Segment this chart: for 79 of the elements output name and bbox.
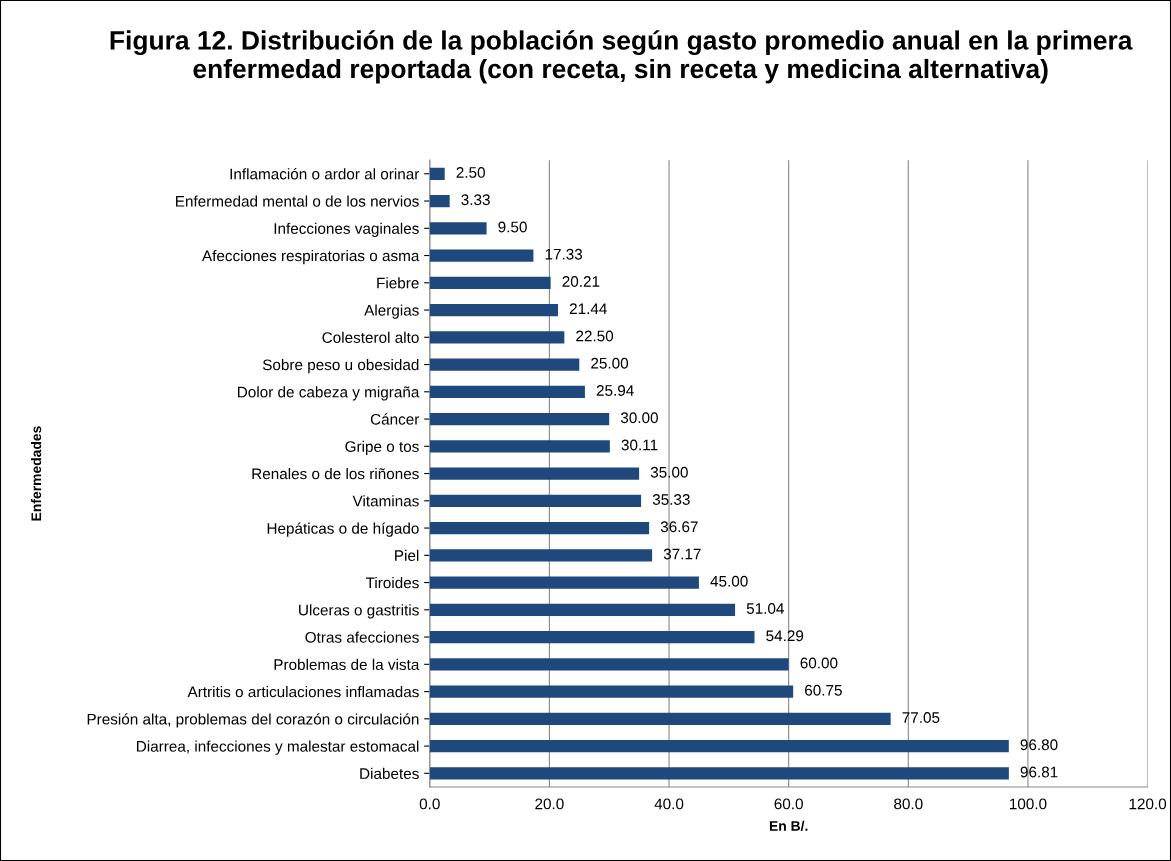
x-tick-label: 0.0 [419,798,440,810]
y-tick-label: Alergias [364,304,419,319]
y-tick-label: Dolor de cabeza y migraña [238,386,420,401]
y-tick-label: Diabetes [360,767,419,780]
y-tick-label: Afecciones respiratorias o asma [202,249,420,265]
x-tick-label: 40.0 [654,798,684,810]
data-label: 30.11 [621,439,658,451]
x-tick-label: 80.0 [894,798,923,810]
x-tick-label: 120.0 [1129,798,1167,810]
data-label: 96.81 [1020,766,1058,778]
data-label: 20.21 [562,276,600,287]
data-label: 60.00 [800,657,838,669]
y-tick-label: Diarrea, infecciones y malestar estomacal [137,740,419,755]
data-label: 60.75 [805,684,842,696]
bar [429,385,585,398]
bar [429,767,1009,780]
bar [429,303,559,317]
bar [429,358,580,371]
x-axis-title: En B/. [769,820,808,831]
bar [429,222,487,235]
y-tick-label: Colesterol alto [322,331,419,343]
data-label: 51.04 [746,603,784,614]
y-tick-label: Enfermedad mental o de los nervios [176,195,419,207]
bar [429,521,650,535]
data-label: 36.67 [660,521,698,533]
bar [429,630,755,644]
data-label: 25.00 [591,357,629,369]
y-tick-label: Ulceras o gastritis [299,604,419,619]
data-label: 17.33 [545,248,583,260]
bar [429,467,640,480]
data-label: 54.29 [766,630,804,642]
data-label: 77.05 [902,712,940,723]
data-label: 2.50 [456,167,485,178]
bar [429,276,551,289]
y-tick-label: Presión alta, problemas del corazón o circulación [87,713,419,728]
bar [429,576,699,589]
y-tick-label: Vitaminas [352,495,419,507]
data-label: 30.00 [620,412,658,424]
data-label: 45.00 [710,575,748,587]
data-label: 21.44 [569,303,607,314]
data-label: 22.50 [576,330,614,342]
x-tick-label: 100.0 [1009,798,1047,810]
bar [429,712,891,725]
data-label: 37.17 [663,548,701,560]
data-label: 3.33 [461,194,490,206]
y-tick-label: Inflamación o ardor al orinar [230,168,420,180]
data-label: 25.94 [596,385,634,396]
bar [429,167,445,180]
bar [429,549,653,562]
data-label: 9.50 [498,221,527,233]
chart-title: Figura 12. Distribución de la población según gasto promedio anual en la primera enfermedad reportada (con receta, sin receta y medicina alternativa) [110,30,1133,84]
data-label: 96.80 [1020,739,1058,751]
data-label: 35.33 [652,494,690,505]
y-tick-label: Otras afecciones [305,631,419,643]
bar [429,331,565,344]
y-tick-label: Gripe o tos [345,440,419,455]
y-tick-label: Fiebre [377,277,419,289]
bar [429,249,534,262]
data-label: 35.00 [650,466,688,478]
y-tick-label: Cáncer [370,413,420,425]
y-tick-label: Artritis o articulaciones inflamadas [187,686,419,698]
y-tick-label: Problemas de la vista [274,658,420,670]
y-tick-label: Renales o de los riñones [252,468,419,480]
y-axis-title: Enfermedades [31,426,42,521]
bar [429,658,789,671]
bar [429,739,1009,753]
y-tick-label: Hepáticas o de hígado [267,522,419,537]
bar [429,440,610,453]
y-tick-label: Tiroides [365,577,419,589]
bar [429,412,610,426]
x-tick-label: 60.0 [774,798,803,810]
y-tick-label: Infecciones vaginales [274,222,419,237]
bar [429,194,450,208]
bar [429,603,736,616]
bar [429,685,794,698]
x-tick-label: 20.0 [535,798,564,810]
bar [429,494,642,507]
y-tick-label: Sobre peso u obesidad [262,359,419,374]
y-tick-label: Piel [395,549,419,561]
